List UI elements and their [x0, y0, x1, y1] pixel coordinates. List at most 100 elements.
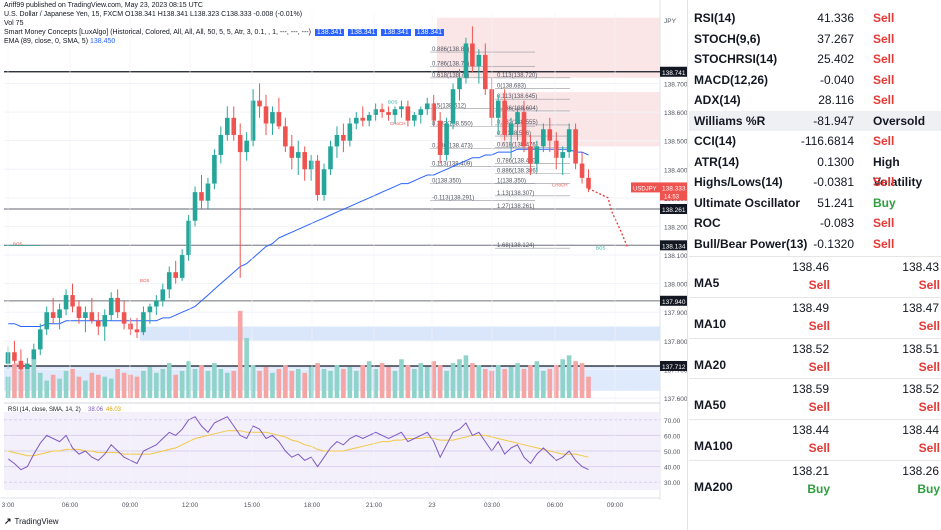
rsi-tick-label: 70.00 [664, 418, 681, 425]
candle-body [57, 309, 62, 318]
rsi-sma-value: 46.03 [106, 407, 122, 413]
volume-bar [50, 374, 56, 398]
ma-simple-signal: Buy [807, 482, 830, 496]
indicator-row: Bull/Bear Power(13) -0.1320 Sell [689, 234, 941, 255]
volume-bar [418, 363, 424, 398]
candle-body [199, 192, 204, 201]
indicator-name: ADX(14) [694, 93, 741, 107]
candle-body [328, 146, 333, 170]
volume-bar [173, 374, 178, 398]
time-tick-label: 21:00 [366, 502, 383, 509]
indicator-signal: Sell [873, 93, 895, 107]
candle-body [450, 89, 456, 124]
volume-bar [553, 365, 559, 398]
current-symbol-tag [631, 182, 660, 193]
volume-bar [412, 368, 417, 398]
moving-average-row: MA50 138.59 138.52 Sell Sell [689, 378, 941, 419]
volume-bar [437, 365, 443, 398]
chart-header: Ariff99 published on TradingView.com, Ma… [4, 1, 445, 46]
price-tick-label: 137.800 [664, 339, 687, 346]
volume-bar [70, 368, 75, 398]
candle-body [541, 129, 546, 147]
candle-body [70, 295, 75, 307]
price-chart[interactable]: 137.600137.700137.800137.900138.000138.1… [0, 0, 687, 530]
indicator-row: Williams %R -81.947 Oversold [689, 110, 941, 131]
ema-label: EMA (89, close, 0, SMA, 5) [4, 38, 89, 45]
moving-average-row: MA10 138.49 138.47 Sell Sell [689, 296, 941, 338]
candle-body [386, 112, 391, 115]
candle-body [521, 112, 527, 147]
key-level-label: 138.741 [662, 70, 686, 77]
candle-body [553, 140, 559, 158]
indicator-name: STOCHRSI(14) [694, 52, 778, 66]
key-level-label: 138.261 [662, 207, 686, 214]
volume-bar [476, 365, 482, 398]
fib-label: 0(138.683) [497, 83, 526, 89]
candle-body [379, 109, 385, 113]
candle-body [586, 177, 591, 189]
volume-bar [308, 367, 314, 398]
candle-body [186, 220, 191, 256]
ma-exponential-value: 138.47 [902, 300, 939, 315]
smc-value-3: 138.341 [381, 29, 411, 36]
ma-name: MA10 [694, 316, 727, 331]
indicators-panel: RSI(14) 41.336 Sell STOCH(9,6) 37.267 Sell STO… [689, 0, 941, 530]
volume-bar [166, 363, 172, 398]
indicator-name: Bull/Bear Power(13) [694, 236, 808, 251]
time-tick-label: 03:00 [484, 502, 501, 509]
smc-label: CHoCH [390, 121, 406, 126]
time-tick-label: 23 [428, 502, 436, 509]
volume-bar [263, 367, 269, 398]
candle-body [579, 163, 585, 178]
candle-body [63, 295, 69, 310]
candle-body [257, 100, 262, 107]
ma-simple-value: 138.21 [792, 464, 829, 478]
volume-bar [244, 337, 249, 398]
indicator-value: -81.947 [813, 113, 854, 128]
indicator-signal: Sell [873, 52, 895, 66]
fib-label: 0.618(138.72) [432, 73, 469, 79]
tradingview-footer[interactable]: ↗ TradingView [4, 516, 59, 527]
candle-body [321, 169, 327, 195]
candle-body [308, 160, 314, 170]
volume-bar [141, 370, 146, 398]
chart-panel[interactable]: 137.600137.700137.800137.900138.000138.1… [0, 0, 687, 530]
ma-name: MA100 [694, 439, 733, 454]
volume-bar [579, 363, 585, 398]
symbol-line: U.S. Dollar / Japanese Yen, 15, FXCM O13… [4, 11, 303, 18]
volume-bar [424, 367, 430, 398]
candle-body [212, 154, 217, 184]
volume-bar [392, 370, 398, 398]
candle-body [560, 152, 565, 158]
candle-body [405, 106, 411, 121]
volume-bar [218, 368, 224, 398]
candle-body [341, 134, 346, 141]
candle-body [237, 134, 243, 153]
candle-body [412, 114, 417, 121]
fib-label: 1(138.350) [497, 179, 526, 185]
smc-label: BOS [388, 99, 398, 104]
price-tick-label: 138.000 [664, 282, 687, 289]
volume-bar [315, 363, 320, 398]
fib-label: 0.886(138.386) [497, 168, 538, 174]
current-symbol: USDJPY [633, 186, 657, 192]
indicator-signal: Sell [873, 11, 895, 25]
volume-bar [360, 365, 366, 398]
volume-bar [225, 372, 230, 398]
volume-bar [573, 361, 578, 398]
indicator-row: RSI(14) 41.336 Sell [689, 8, 941, 29]
candle-body [444, 123, 449, 155]
volume-bar [328, 370, 333, 398]
candle-body [25, 363, 30, 370]
ma-simple-value: 138.46 [792, 260, 829, 274]
volume-bar [96, 374, 101, 398]
fib-label: 0.382(138.550) [432, 121, 473, 127]
volume-bar [515, 363, 520, 398]
indicator-row: MACD(12,26) -0.040 Sell [689, 70, 941, 91]
fib-label: 0.618(138.476) [497, 143, 538, 149]
time-tick-label: 06:00 [62, 502, 79, 509]
fib-label: 0.786(138.420) [497, 159, 538, 165]
fib-label: 1.68(138.124) [497, 243, 534, 249]
ema-line: EMA (89, close, 0, SMA, 5) 138.450 [4, 37, 444, 46]
candle-body [547, 129, 553, 141]
